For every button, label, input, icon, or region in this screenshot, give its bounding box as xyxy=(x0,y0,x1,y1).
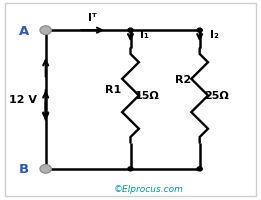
Text: I₁: I₁ xyxy=(140,30,149,40)
Text: ©Elprocus.com: ©Elprocus.com xyxy=(114,185,184,193)
Circle shape xyxy=(40,165,51,173)
Text: R1: R1 xyxy=(105,85,122,95)
Text: 25Ω: 25Ω xyxy=(204,91,229,101)
Text: B: B xyxy=(19,163,29,175)
Circle shape xyxy=(197,167,202,171)
Text: R2: R2 xyxy=(175,75,191,85)
Circle shape xyxy=(197,29,202,33)
Circle shape xyxy=(128,167,133,171)
Circle shape xyxy=(40,27,51,35)
Circle shape xyxy=(128,29,133,33)
Text: 12 V: 12 V xyxy=(9,95,38,105)
Text: A: A xyxy=(19,25,29,37)
Text: I₂: I₂ xyxy=(210,30,218,40)
Text: Iᵀ: Iᵀ xyxy=(88,13,97,23)
Text: 15Ω: 15Ω xyxy=(135,91,160,101)
